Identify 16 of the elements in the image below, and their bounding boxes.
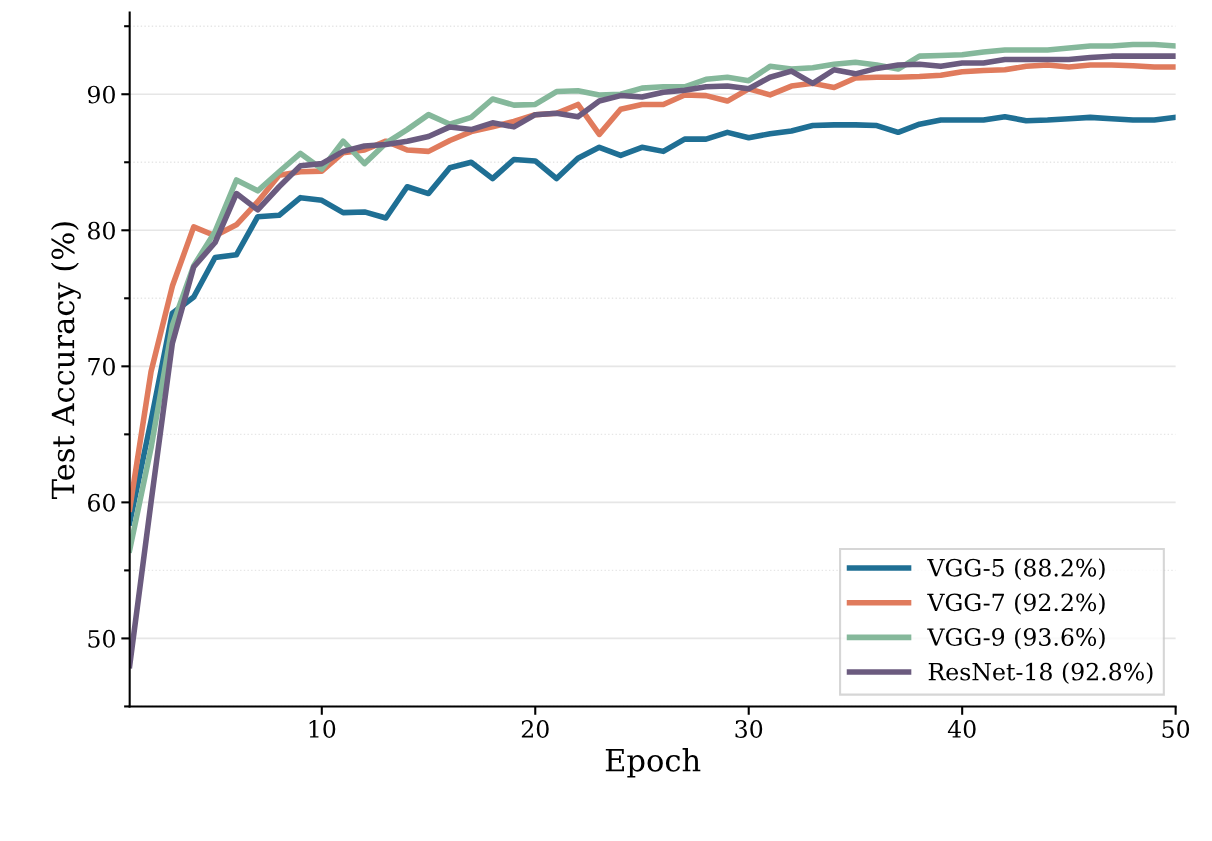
- x-tick-label: 10: [309, 720, 336, 738]
- y-axis-title: Test Accuracy (%): [50, 222, 81, 499]
- legend-label: VGG-9 (93.6%): [927, 627, 1105, 650]
- x-axis-title: Epoch: [605, 748, 701, 778]
- y-tick-label: 90: [87, 85, 115, 104]
- y-tick-label: 70: [88, 357, 115, 376]
- legend-label: VGG-7 (92.2%): [927, 593, 1105, 615]
- x-tick-label: 30: [735, 720, 763, 738]
- x-tick-label: 40: [947, 720, 976, 738]
- y-tick-label: 80: [88, 221, 115, 240]
- x-tick-label: 20: [521, 720, 549, 738]
- x-tick-label: 50: [1162, 720, 1190, 738]
- legend-label: VGG-5 (88.2%): [927, 558, 1105, 580]
- legend-label: ResNet-18 (92.8%): [928, 662, 1153, 684]
- y-tick-label: 50: [88, 629, 115, 648]
- y-tick-label: 60: [88, 493, 115, 512]
